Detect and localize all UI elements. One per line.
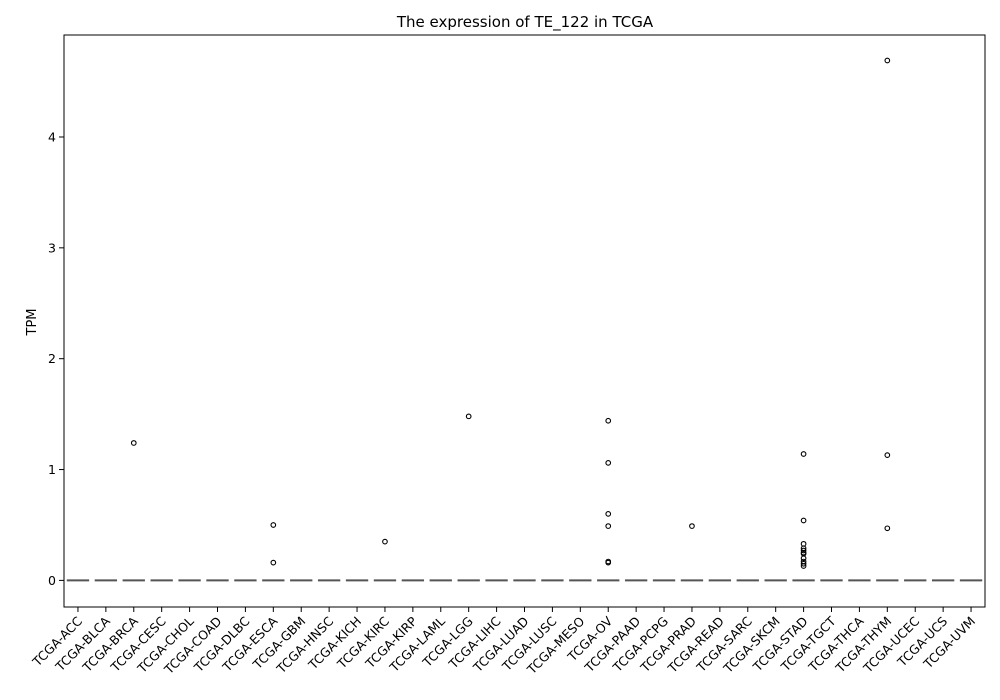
y-tick-label: 2: [48, 351, 56, 366]
y-tick-label: 4: [48, 129, 56, 144]
outlier-point: [800, 451, 807, 457]
y-tick-label: 1: [48, 462, 56, 477]
outlier-point: [800, 563, 807, 569]
outlier-point: [800, 517, 807, 524]
outlier-point: [130, 440, 137, 446]
y-tick-label: 3: [48, 240, 56, 255]
plot-frame: [63, 34, 986, 608]
y-tick-label: 0: [48, 573, 56, 588]
outlier-point: [884, 57, 891, 64]
outlier-point: [270, 522, 277, 528]
outlier-point: [800, 560, 807, 567]
outlier-point: [382, 538, 388, 545]
outlier-point: [605, 417, 612, 424]
outlier-point: [605, 460, 612, 466]
outlier-point: [689, 523, 695, 529]
outlier-point: [605, 559, 612, 566]
outlier-point: [270, 559, 277, 566]
outlier-point: [605, 511, 612, 517]
outlier-point: [884, 525, 891, 532]
outlier-point: [465, 413, 472, 420]
outlier-point: [800, 555, 807, 562]
outlier-point: [800, 547, 807, 554]
outlier-point: [884, 452, 891, 458]
outlier-point: [605, 523, 612, 529]
chart-title: The expression of TE_122 in TCGA: [396, 13, 654, 32]
y-axis-label: TPM: [25, 309, 40, 337]
